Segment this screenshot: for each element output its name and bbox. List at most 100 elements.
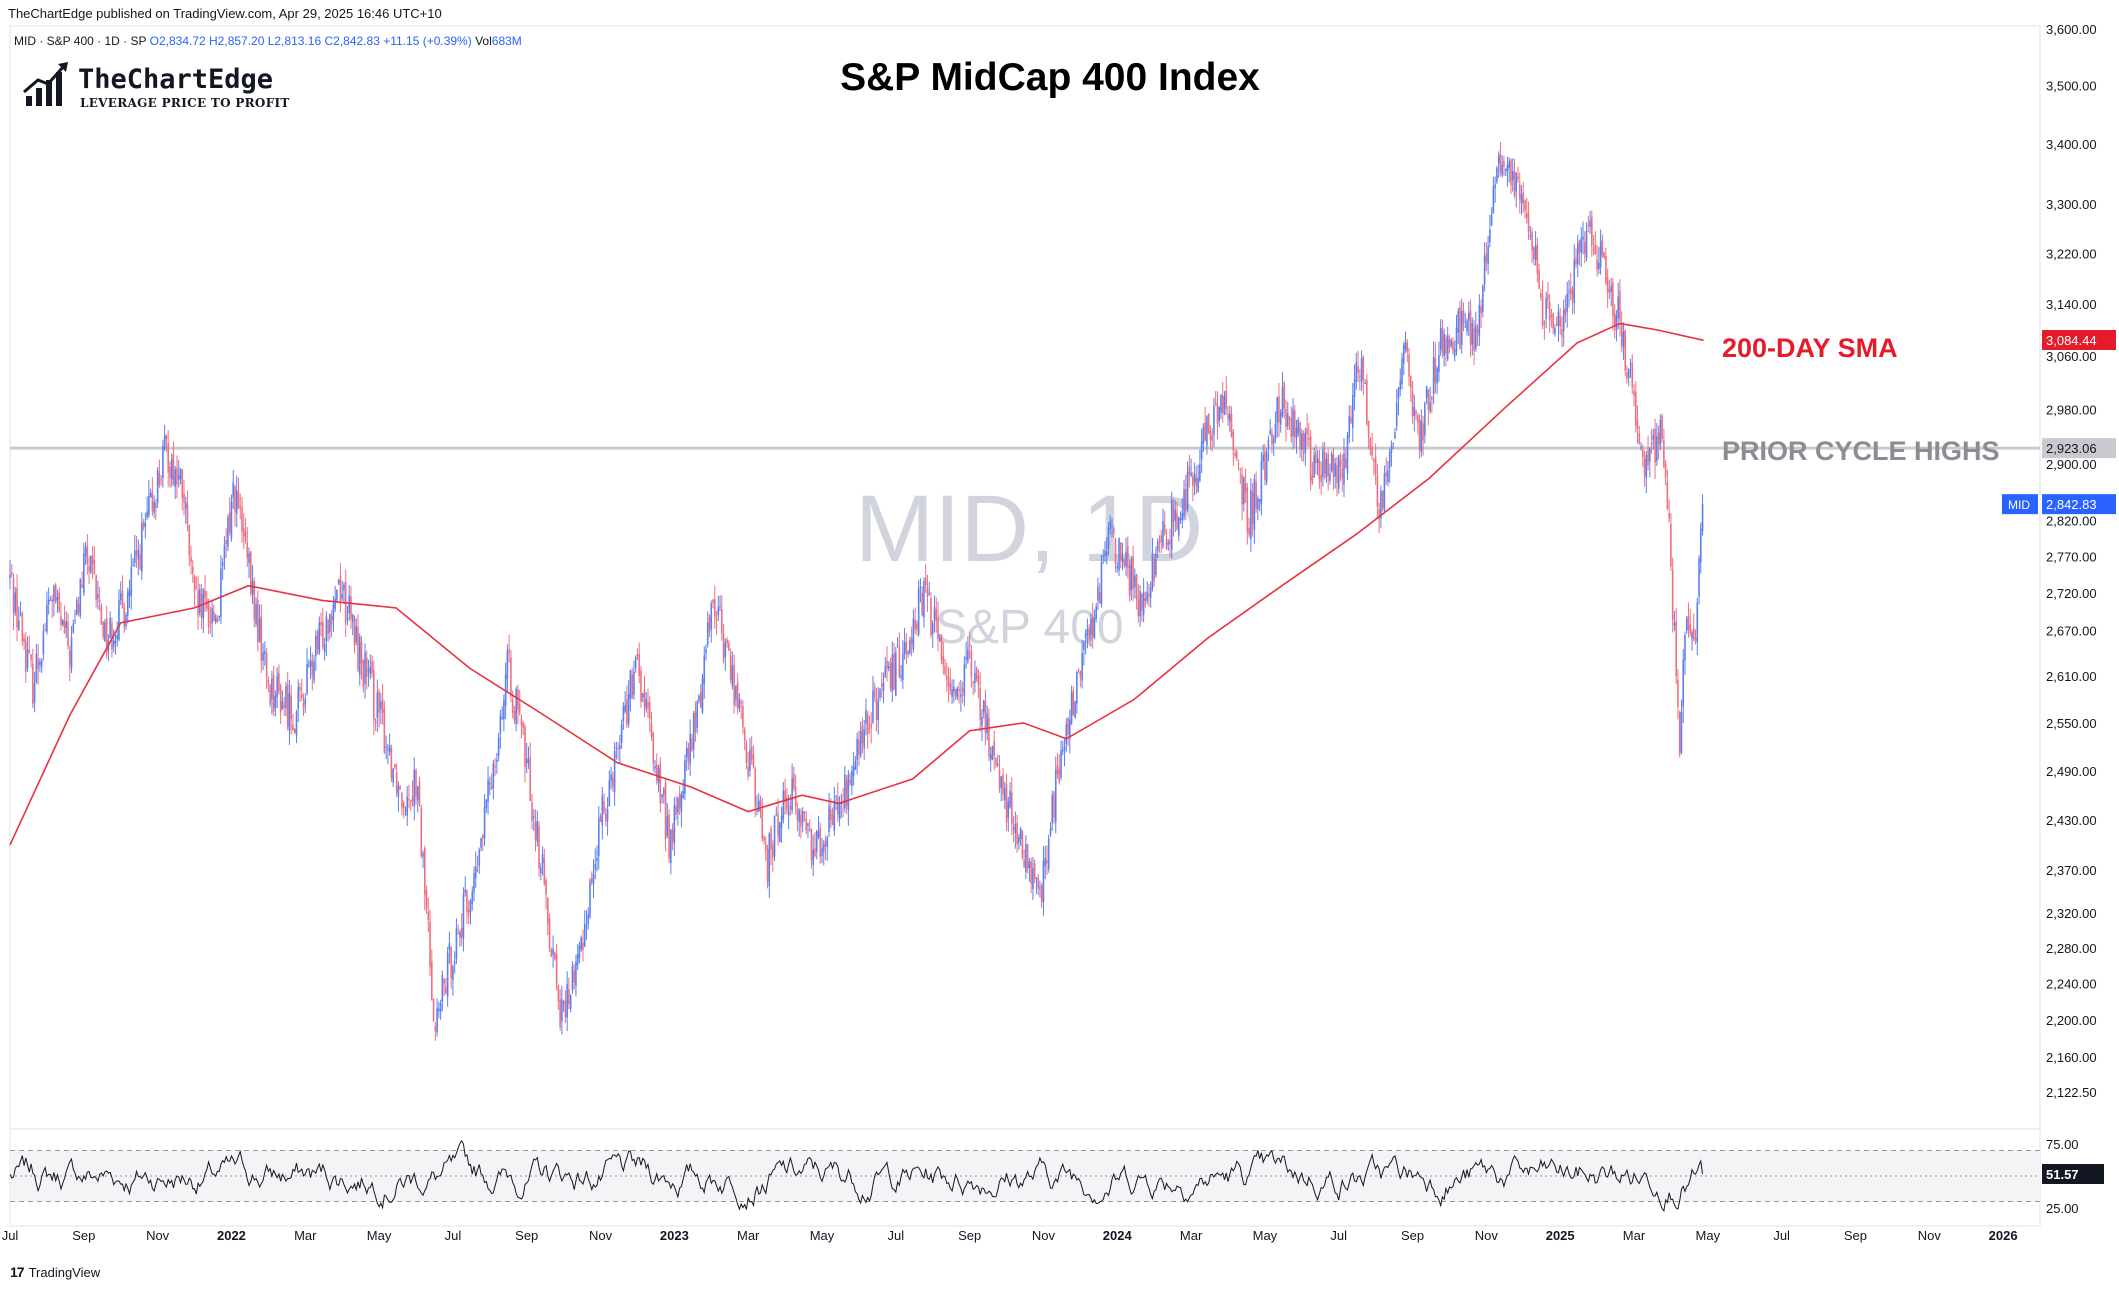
candle-body-down	[979, 687, 981, 720]
candle-body-down	[954, 689, 957, 697]
candle-body-up	[1501, 164, 1503, 176]
candle-body-up	[615, 747, 618, 749]
candle-body-up	[1228, 413, 1231, 422]
candle-body-up	[902, 653, 904, 680]
candle-body-down	[1148, 594, 1150, 597]
candle-body-up	[153, 501, 155, 513]
candle-body-up	[397, 785, 400, 797]
candle-body-up	[448, 943, 451, 950]
candle-body-up	[1265, 452, 1268, 483]
candle-body-up	[1615, 315, 1618, 331]
y-tick-label: 2,320.00	[2046, 906, 2097, 921]
candle-body-down	[1088, 627, 1090, 639]
candle-body-up	[1483, 255, 1486, 285]
candle-body-up	[392, 768, 394, 783]
y-tick-label: 2,200.00	[2046, 1013, 2097, 1028]
candle-body-down	[1624, 329, 1627, 371]
candle-body-up	[149, 492, 152, 498]
candle-body-down	[752, 754, 755, 766]
candle-body-down	[1689, 624, 1692, 634]
candle-body-up	[680, 794, 683, 812]
candle-body-down	[466, 890, 468, 912]
candle-body-up	[1042, 860, 1045, 902]
candle-body-up	[503, 700, 505, 720]
candle-body-down	[745, 743, 748, 763]
candle-body-up	[1534, 246, 1537, 260]
candle-body-down	[1641, 449, 1644, 458]
candle-body-up	[989, 754, 992, 760]
candle-body-down	[1381, 490, 1384, 508]
ohlc-legend: MID · S&P 400 · 1D · SP O2,834.72 H2,857…	[14, 34, 522, 48]
candle-body-down	[750, 746, 753, 760]
candle-body-down	[1046, 860, 1048, 864]
candle-body-up	[938, 638, 941, 641]
candle-body-down	[1591, 216, 1593, 246]
candle-body-down	[729, 655, 732, 680]
candle-body-up	[271, 678, 273, 700]
candle-body-down	[1657, 432, 1660, 444]
candle-body-up	[1455, 327, 1458, 352]
candle-body-up	[882, 682, 885, 691]
candle-body-down	[1620, 322, 1623, 346]
candle-body-down	[564, 1000, 567, 1018]
candle-body-down	[1323, 451, 1326, 474]
candle-body-up	[1093, 616, 1096, 638]
candle-body-up	[692, 713, 695, 750]
candle-body-up	[137, 549, 140, 560]
candle-body-down	[1207, 413, 1210, 433]
candle-body-up	[698, 695, 700, 701]
x-tick-label: Jul	[445, 1228, 462, 1243]
candle-body-down	[1540, 293, 1542, 298]
candle-body-down	[1548, 301, 1551, 321]
candle-body-up	[1083, 642, 1085, 650]
candle-body-down	[889, 662, 892, 689]
candle-body-down	[647, 702, 649, 708]
candle-body-up	[536, 821, 539, 842]
candle-body-down	[1221, 395, 1224, 413]
candle-body-up	[1390, 445, 1393, 453]
candle-body-down	[155, 502, 157, 509]
candle-body-down	[1192, 476, 1194, 487]
candle-body-down	[937, 616, 939, 639]
candle-body-up	[719, 606, 721, 608]
candle-body-down	[712, 599, 714, 603]
candle-body-up	[214, 616, 217, 622]
candle-body-down	[1671, 569, 1674, 620]
candle-body-down	[257, 600, 259, 642]
candle-body-down	[1163, 524, 1166, 534]
candle-body-down	[216, 618, 219, 622]
candle-body-down	[362, 660, 365, 687]
candle-body-up	[248, 553, 250, 563]
candle-body-up	[654, 766, 656, 769]
candle-body-up	[90, 556, 92, 573]
candle-body-down	[1332, 454, 1335, 477]
candle-body-down	[207, 603, 210, 628]
candle-body-up	[83, 553, 85, 593]
candle-body-up	[515, 688, 517, 724]
candle-body-down	[968, 643, 971, 647]
candle-body-down	[1350, 417, 1352, 423]
candle-body-down	[543, 857, 546, 884]
x-tick-label: Nov	[146, 1228, 170, 1243]
tradingview-footer[interactable]: 17 TradingView	[10, 1264, 100, 1280]
candle-body-up	[1529, 235, 1532, 237]
candle-body-up	[1223, 396, 1226, 415]
candle-body-down	[292, 724, 294, 731]
candle-body-down	[849, 779, 851, 784]
candle-body-up	[343, 584, 345, 591]
candle-body-up	[1174, 509, 1177, 521]
candle-body-down	[1119, 542, 1122, 561]
candle-body-up	[933, 607, 936, 620]
candle-body-down	[766, 849, 769, 882]
candle-body-up	[724, 643, 727, 657]
candle-body-up	[1420, 420, 1423, 453]
y-tick-label: 2,430.00	[2046, 813, 2097, 828]
candle-body-up	[177, 475, 180, 480]
candle-body-down	[1434, 358, 1437, 383]
candle-body-up	[1395, 403, 1398, 427]
candle-body-up	[705, 649, 707, 654]
candle-body-down	[409, 800, 412, 802]
candle-body-up	[780, 815, 783, 828]
candle-body-up	[1003, 788, 1006, 801]
